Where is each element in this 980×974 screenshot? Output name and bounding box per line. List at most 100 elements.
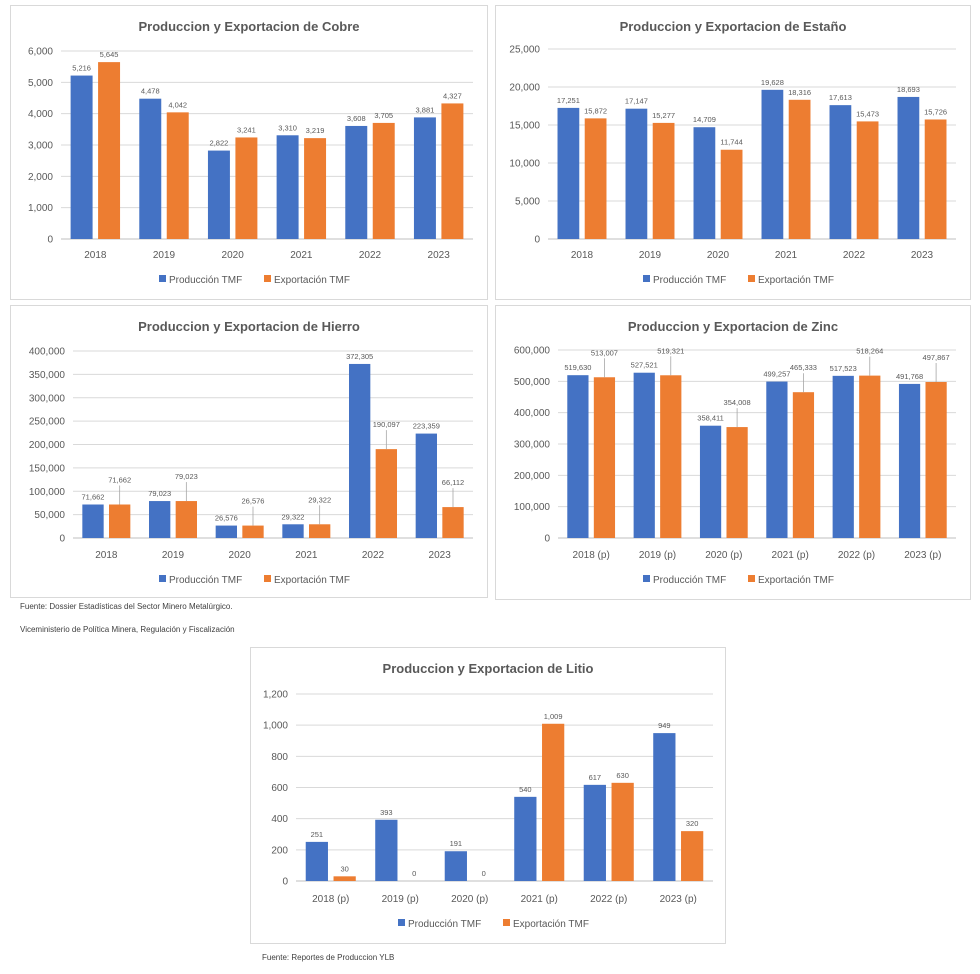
bar-export <box>442 507 464 538</box>
x-tick-label: 2019 <box>153 250 176 261</box>
data-label-production: 26,576 <box>215 514 238 523</box>
bar-export <box>235 137 258 239</box>
bar-production <box>282 524 304 538</box>
bar-production <box>215 525 237 538</box>
data-label-production: 358,411 <box>697 414 724 423</box>
x-tick-label: 2021 <box>290 250 313 261</box>
data-label-export: 1,009 <box>544 712 563 721</box>
source-note-dossier: Fuente: Dossier Estadísticas del Sector … <box>20 602 233 611</box>
data-label-export: 465,333 <box>790 363 817 372</box>
y-tick-label: 300,000 <box>514 440 551 451</box>
y-tick-label: 0 <box>282 877 288 888</box>
bar-production <box>305 841 328 881</box>
x-tick-label: 2018 <box>571 250 594 261</box>
y-tick-label: 100,000 <box>514 502 551 513</box>
bar-production <box>82 504 104 538</box>
y-tick-label: 0 <box>534 235 540 246</box>
data-label-production: 14,709 <box>693 115 716 124</box>
y-tick-label: 5,000 <box>28 78 53 89</box>
chart-title: Produccion y Exportacion de Hierro <box>138 319 360 334</box>
data-label-production: 4,478 <box>141 87 160 96</box>
chart-panel-litio: Produccion y Exportacion de Litio 0 200 400… <box>250 647 726 944</box>
y-tick-label: 800 <box>271 752 288 763</box>
y-tick-label: 3,000 <box>28 141 53 152</box>
legend-label-export: Exportación TMF <box>274 575 350 586</box>
bar-export <box>98 62 121 239</box>
y-tick-label: 0 <box>544 534 550 545</box>
x-tick-label: 2022 (p) <box>838 550 875 561</box>
y-tick-label: 1,000 <box>263 721 288 732</box>
legend-swatch-export <box>264 275 271 282</box>
y-tick-label: 0 <box>47 235 53 246</box>
chart-hierro: Produccion y Exportacion de Hierro 0 50,00… <box>29 319 473 586</box>
x-tick-label: 2018 (p) <box>573 550 610 561</box>
legend-label-production: Producción TMF <box>653 275 726 286</box>
y-tick-label: 1,200 <box>263 690 288 701</box>
data-label-export: 15,473 <box>856 109 879 118</box>
chart-title: Produccion y Exportacion de Estaño <box>620 19 847 34</box>
data-label-production: 491,768 <box>896 372 923 381</box>
y-tick-label: 400,000 <box>29 347 66 358</box>
data-label-export: 519,321 <box>657 346 684 355</box>
data-label-export: 497,867 <box>923 353 950 362</box>
data-label-export: 630 <box>616 771 629 780</box>
legend-swatch-production <box>643 575 650 582</box>
data-label-export: 18,316 <box>788 88 811 97</box>
x-tick-label: 2022 <box>843 250 866 261</box>
data-label-export: 3,219 <box>306 126 325 135</box>
y-tick-label: 200,000 <box>514 471 551 482</box>
bar-export <box>542 723 565 881</box>
x-tick-label: 2023 <box>429 550 452 561</box>
x-tick-label: 2019 (p) <box>639 550 676 561</box>
data-label-export: 320 <box>686 819 699 828</box>
y-tick-label: 300,000 <box>29 393 66 404</box>
bar-export <box>788 99 811 239</box>
x-tick-label: 2021 <box>295 550 318 561</box>
data-label-production: 191 <box>450 839 463 848</box>
data-label-production: 79,023 <box>148 489 171 498</box>
bar-export <box>925 382 947 538</box>
legend-swatch-production <box>159 275 166 282</box>
chart-panel-estano: Produccion y Exportacion de Estaño 0 5,000… <box>495 5 971 300</box>
data-label-production: 393 <box>380 808 393 817</box>
data-label-export: 71,662 <box>108 475 131 484</box>
data-label-production: 223,359 <box>413 422 440 431</box>
x-tick-label: 2019 (p) <box>382 894 419 905</box>
source-note-ylb: Fuente: Reportes de Produccion YLB <box>262 953 395 962</box>
bar-export <box>792 392 815 538</box>
bar-production <box>207 150 230 239</box>
y-tick-label: 200,000 <box>29 440 66 451</box>
bar-production <box>514 796 537 881</box>
data-label-export: 26,576 <box>242 497 265 506</box>
bar-production <box>375 819 398 881</box>
data-label-export: 4,042 <box>168 100 187 109</box>
data-label-export: 79,023 <box>175 472 198 481</box>
chart-panel-cobre: Produccion y Exportacion de Cobre 0 1,000 2… <box>10 5 488 300</box>
data-label-export: 3,241 <box>237 125 256 134</box>
y-tick-label: 2,000 <box>28 172 53 183</box>
legend-swatch-production <box>643 275 650 282</box>
bar-export <box>856 121 879 239</box>
y-tick-label: 1,000 <box>28 203 53 214</box>
data-label-export: 0 <box>482 869 486 878</box>
bar-export <box>166 112 189 239</box>
bar-export <box>175 501 197 538</box>
y-tick-label: 500,000 <box>514 377 551 388</box>
x-tick-label: 2023 <box>428 250 451 261</box>
y-tick-label: 6,000 <box>28 47 53 58</box>
data-label-production: 499,257 <box>763 370 790 379</box>
data-label-export: 0 <box>412 869 416 878</box>
bar-production <box>766 381 788 538</box>
x-tick-label: 2020 <box>229 550 252 561</box>
bar-export <box>242 525 264 538</box>
data-label-production: 17,147 <box>625 97 648 106</box>
data-label-production: 19,628 <box>761 78 784 87</box>
bar-export <box>652 122 675 239</box>
data-label-production: 540 <box>519 785 532 794</box>
legend-swatch-export <box>748 275 755 282</box>
y-tick-label: 100,000 <box>29 487 66 498</box>
bar-export <box>593 377 616 538</box>
chart-estano: Produccion y Exportacion de Estaño 0 5,000… <box>509 19 956 286</box>
bar-production <box>633 372 655 538</box>
y-tick-label: 350,000 <box>29 370 66 381</box>
